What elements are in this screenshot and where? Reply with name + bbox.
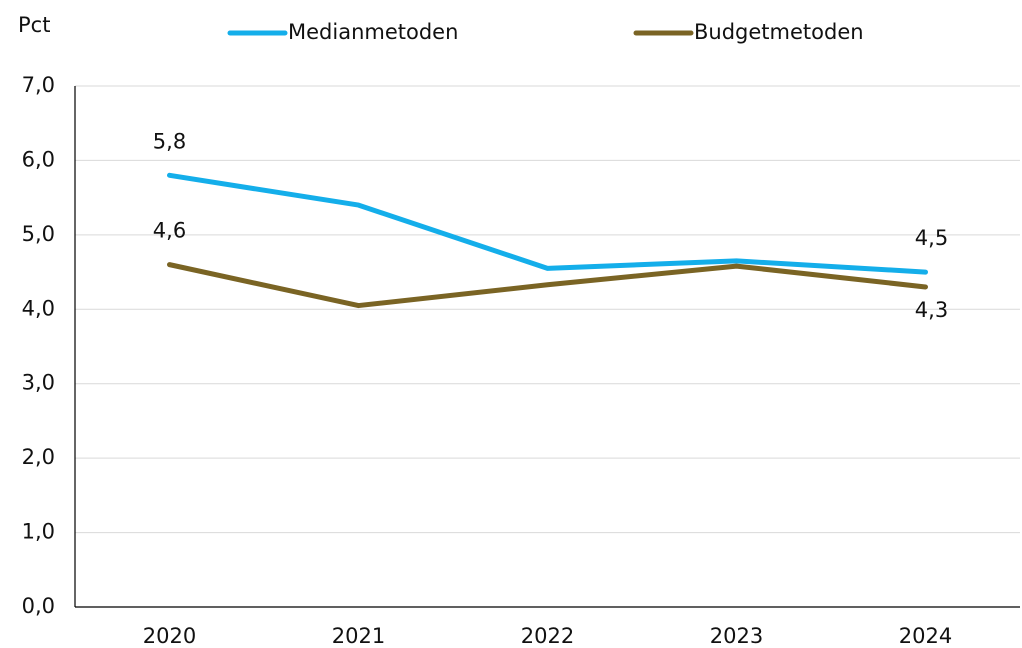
x-tick-label: 2023 [710,624,763,648]
y-tick-label: 2,0 [22,445,55,469]
series-line [167,172,928,275]
x-tick-label: 2024 [899,624,952,648]
y-tick-label: 5,0 [22,222,55,246]
data-label: 4,5 [915,226,948,250]
legend-label: Medianmetoden [288,20,458,44]
data-label: 4,6 [153,219,186,243]
y-tick-label: 4,0 [22,296,55,320]
y-tick-label: 7,0 [22,73,55,97]
y-axis-label: Pct [18,13,50,37]
data-label: 5,8 [153,129,186,153]
legend-label: Budgetmetoden [694,20,864,44]
y-tick-label: 1,0 [22,520,55,544]
data-label: 4,3 [915,298,948,322]
y-tick-label: 0,0 [22,594,55,618]
x-tick-label: 2020 [143,624,196,648]
x-tick-label: 2022 [521,624,574,648]
x-tick-label: 2021 [332,624,385,648]
y-tick-label: 6,0 [22,147,55,171]
y-tick-label: 3,0 [22,371,55,395]
series-line [167,262,928,309]
